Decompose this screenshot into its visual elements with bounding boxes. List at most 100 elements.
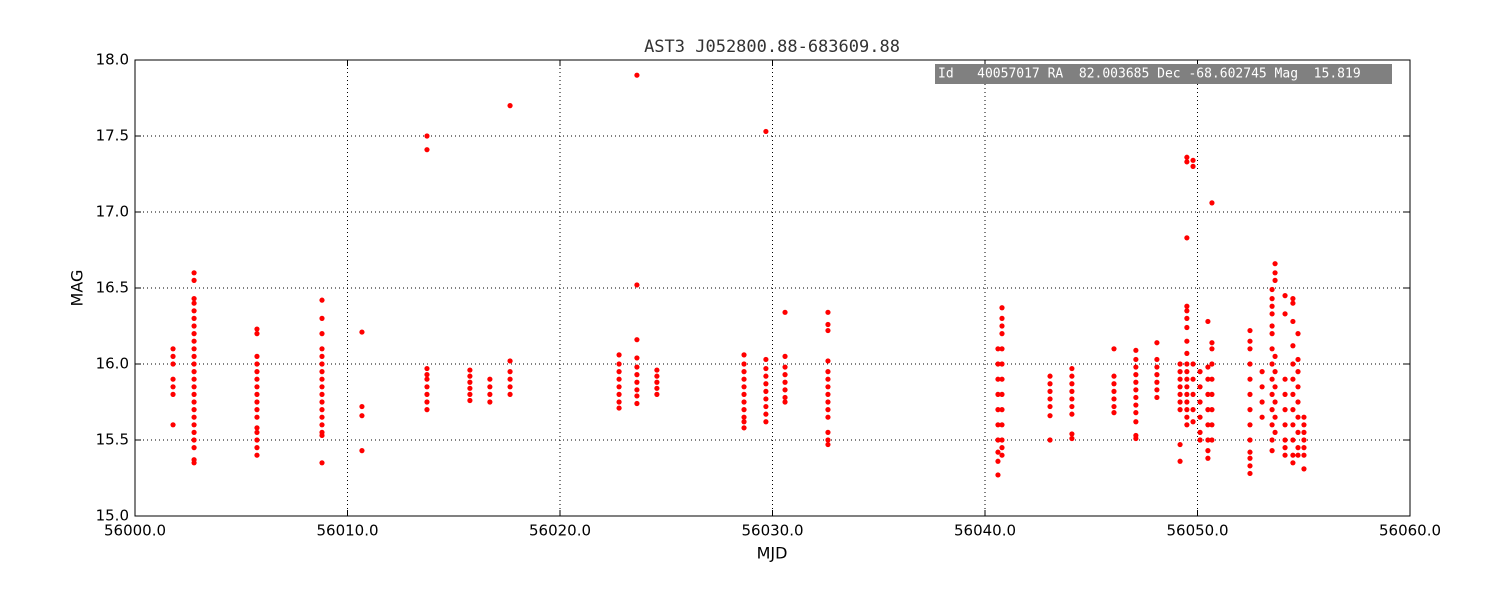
point	[1205, 422, 1211, 428]
point	[254, 429, 260, 435]
point	[999, 305, 1005, 311]
point	[1047, 373, 1053, 379]
point	[1269, 331, 1275, 337]
point	[1282, 452, 1288, 458]
point	[319, 422, 325, 428]
point	[1133, 347, 1139, 353]
point	[741, 361, 747, 367]
point	[1209, 200, 1215, 206]
point	[999, 437, 1005, 443]
point	[254, 376, 260, 382]
point	[763, 411, 769, 417]
point	[359, 329, 365, 335]
point	[191, 399, 197, 405]
point	[1269, 422, 1275, 428]
point	[741, 391, 747, 397]
point	[1177, 369, 1183, 375]
point	[1269, 407, 1275, 413]
point	[1184, 399, 1190, 405]
point	[825, 437, 831, 443]
point	[1111, 396, 1117, 402]
point	[1247, 463, 1253, 469]
point	[1133, 402, 1139, 408]
point	[1269, 391, 1275, 397]
point	[999, 407, 1005, 413]
point	[999, 331, 1005, 337]
point	[170, 376, 176, 382]
point	[1290, 300, 1296, 306]
point	[999, 376, 1005, 382]
point	[1301, 414, 1307, 420]
point	[254, 353, 260, 359]
point	[1205, 376, 1211, 382]
point	[1190, 157, 1196, 163]
point	[1047, 413, 1053, 419]
point	[424, 147, 430, 153]
point	[1247, 422, 1253, 428]
point	[1133, 372, 1139, 378]
point	[467, 397, 473, 404]
point	[1133, 379, 1139, 385]
point	[1184, 350, 1190, 356]
point	[782, 379, 788, 385]
point	[616, 352, 622, 358]
point	[191, 384, 197, 390]
point	[191, 429, 197, 435]
point	[1069, 431, 1075, 437]
point	[1295, 429, 1301, 435]
point	[191, 270, 197, 276]
point	[1133, 364, 1139, 370]
point	[254, 391, 260, 397]
point	[319, 432, 325, 439]
point	[1177, 458, 1183, 464]
point	[763, 419, 769, 425]
point	[424, 407, 430, 413]
point	[1272, 277, 1278, 283]
point	[999, 452, 1005, 458]
point	[170, 346, 176, 352]
point	[995, 422, 1001, 428]
point	[1184, 407, 1190, 413]
point	[1111, 346, 1117, 352]
point	[1205, 448, 1211, 454]
point	[1209, 340, 1215, 346]
point	[1301, 437, 1307, 443]
point	[191, 414, 197, 420]
point	[1290, 343, 1296, 349]
point	[1197, 369, 1203, 375]
point	[1184, 361, 1190, 367]
point	[191, 391, 197, 397]
point	[763, 365, 769, 372]
point	[170, 391, 176, 397]
point	[1197, 399, 1203, 405]
point	[319, 353, 325, 359]
point	[424, 391, 430, 397]
point	[1154, 356, 1160, 363]
point	[763, 128, 769, 135]
point	[1184, 235, 1190, 241]
point	[1295, 384, 1301, 390]
point	[359, 448, 365, 454]
point	[1133, 435, 1139, 442]
point	[1247, 391, 1253, 397]
point	[487, 384, 493, 390]
point	[1295, 399, 1301, 405]
point	[467, 373, 473, 379]
point	[999, 422, 1005, 428]
point	[170, 384, 176, 390]
point	[1205, 437, 1211, 443]
point	[1111, 410, 1117, 416]
y-tick-label: 17.0	[96, 203, 129, 221]
point	[424, 372, 430, 378]
point	[191, 346, 197, 352]
point	[741, 369, 747, 375]
point	[1209, 407, 1215, 413]
point	[654, 367, 660, 373]
point	[1290, 422, 1296, 428]
point	[1282, 293, 1288, 299]
point	[825, 321, 831, 328]
point	[999, 361, 1005, 367]
point	[782, 364, 788, 370]
point	[1111, 403, 1117, 410]
point	[1209, 346, 1215, 352]
